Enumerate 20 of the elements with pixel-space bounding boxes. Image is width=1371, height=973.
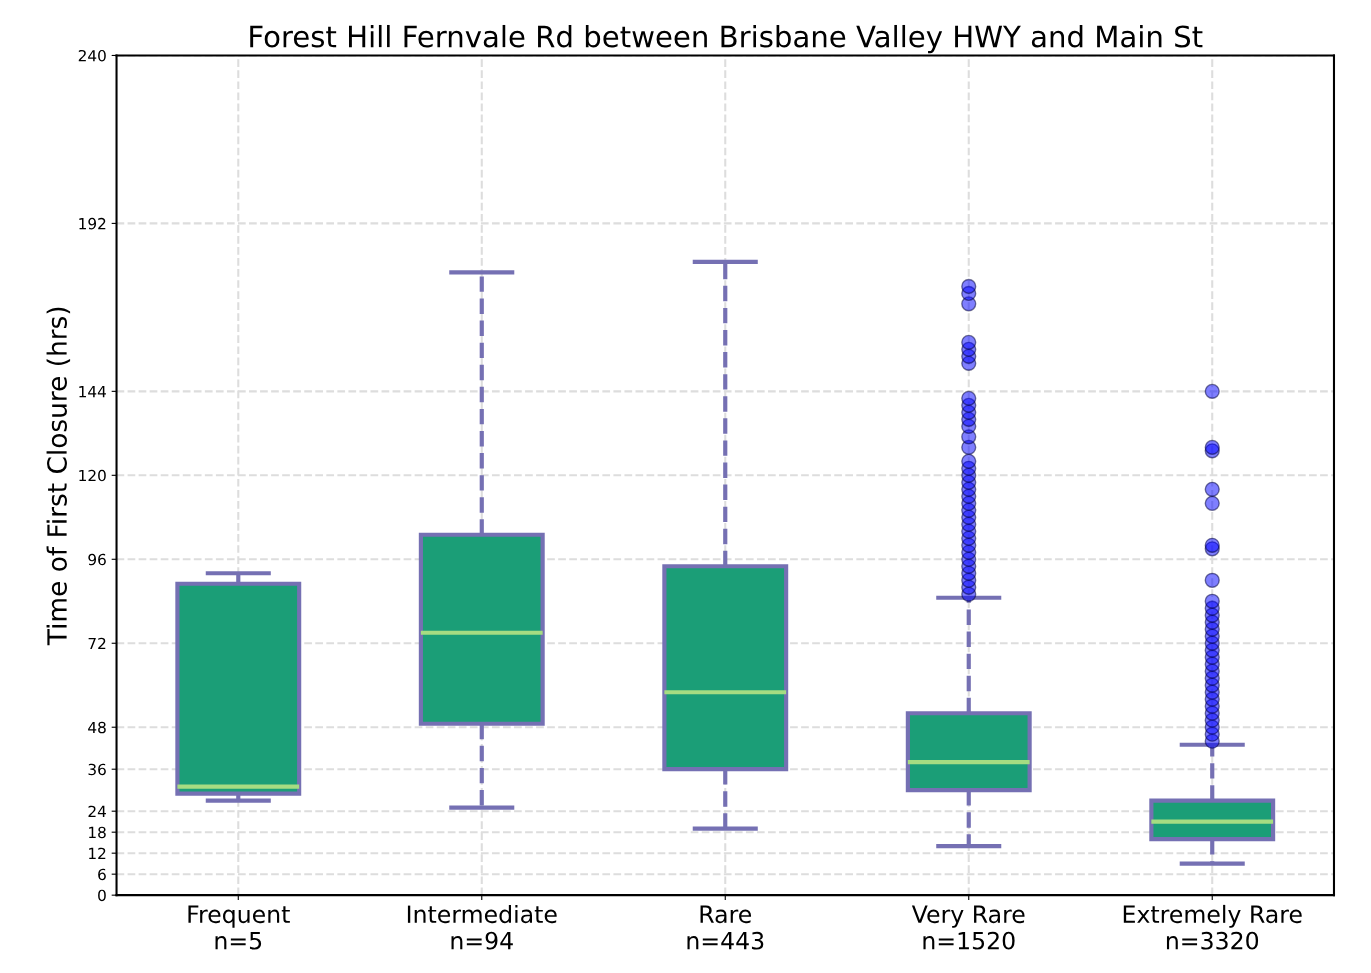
x-tick-label: Intermediate n=94 (407, 904, 557, 950)
x-tick-label: Extremely Rare n=3320 (1123, 904, 1302, 950)
y-tick-label: 6 (98, 868, 106, 881)
chart-title: Forest Hill Fernvale Rd between Brisbane Valley HWY and Main St (250, 24, 1203, 54)
x-tick-label: Rare n=443 (687, 905, 764, 950)
y-tick-label: 0 (98, 889, 106, 902)
y-tick-label: 120 (79, 469, 106, 482)
y-tick-label: 240 (78, 49, 106, 62)
y-tick-label: 24 (88, 805, 106, 817)
x-tick-label: Frequent n=5 (188, 905, 290, 950)
y-tick-label: 12 (89, 847, 106, 859)
y-tick-label: 144 (79, 386, 106, 398)
y-tick-label: 18 (89, 826, 106, 839)
x-tick-label: Very Rare n=1520 (911, 905, 1025, 950)
y-tick-label: 96 (88, 553, 106, 566)
y-tick-label: 192 (79, 217, 106, 230)
y-tick-label: 48 (88, 721, 106, 734)
y-axis-title: Time of First Closure (hrs) (46, 307, 71, 646)
y-tick-label: 72 (88, 637, 106, 650)
y-tick-label: 36 (88, 763, 106, 776)
